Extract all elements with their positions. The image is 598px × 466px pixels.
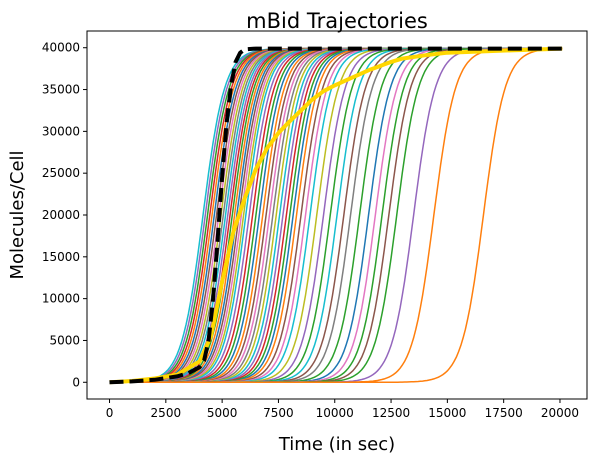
y-tick-label: 15000 — [42, 250, 80, 264]
median-trajectory-line — [109, 46, 563, 385]
y-axis-title: Molecules/Cell — [7, 150, 28, 279]
x-tick-label: 10000 — [316, 406, 354, 420]
x-tick-label: 7500 — [263, 406, 294, 420]
y-tick-label: 40000 — [42, 41, 80, 55]
y-tick-label: 0 — [72, 375, 80, 389]
x-axis: 0 2500 5000 7500 10000 12500 15000 17500 20000 — [106, 399, 579, 420]
summary-lines — [109, 46, 563, 385]
y-tick-label: 5000 — [49, 333, 80, 347]
y-tick-label: 30000 — [42, 124, 80, 138]
x-tick-label: 17500 — [485, 406, 523, 420]
y-axis: 0 5000 10000 15000 20000 25000 30000 35000 40000 — [42, 41, 87, 389]
y-tick-label: 10000 — [42, 292, 80, 306]
x-tick-label: 5000 — [207, 406, 238, 420]
trajectory-lines — [109, 47, 563, 384]
x-tick-label: 20000 — [541, 406, 579, 420]
y-tick-label: 35000 — [42, 83, 80, 97]
x-tick-label: 0 — [106, 406, 114, 420]
trajectory-line-39 — [109, 47, 563, 384]
x-tick-label: 12500 — [372, 406, 410, 420]
trajectory-line-53 — [109, 48, 563, 384]
y-tick-label: 25000 — [42, 166, 80, 180]
chart-title: mBid Trajectories — [246, 9, 428, 33]
x-axis-title: Time (in sec) — [278, 434, 395, 455]
x-tick-label: 15000 — [428, 406, 466, 420]
x-tick-label: 2500 — [151, 406, 182, 420]
y-tick-label: 20000 — [42, 208, 80, 222]
